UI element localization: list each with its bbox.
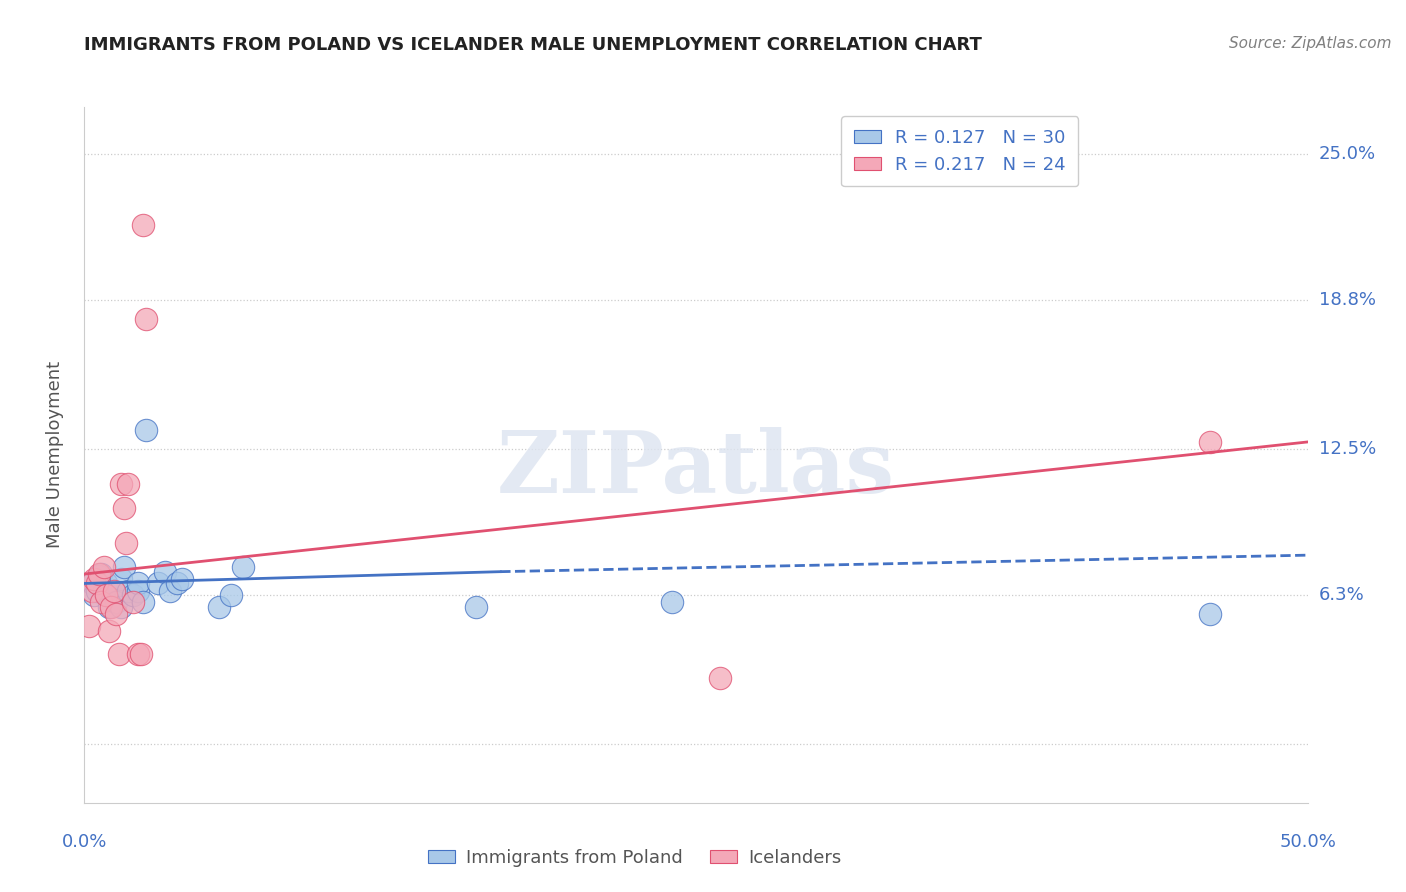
Point (103, 583, 125, 598)
Point (122, 588, 145, 602)
Text: 0.0%: 0.0% (62, 833, 107, 851)
Point (146, 576, 169, 591)
Point (127, 583, 149, 598)
Point (90, 595, 112, 609)
Point (112, 560, 135, 574)
Text: 6.3%: 6.3% (1319, 586, 1364, 604)
Point (117, 583, 139, 598)
Text: ZIPatlas: ZIPatlas (496, 427, 896, 511)
Legend: Immigrants from Poland, Icelanders: Immigrants from Poland, Icelanders (422, 841, 848, 874)
Point (166, 576, 188, 591)
Point (129, 647, 152, 661)
Point (159, 583, 181, 598)
Point (96, 588, 118, 602)
Point (80, 583, 103, 598)
Point (97, 600, 120, 615)
Point (208, 600, 231, 615)
Text: 25.0%: 25.0% (1319, 145, 1376, 163)
Point (110, 477, 132, 491)
Text: IMMIGRANTS FROM POLAND VS ICELANDER MALE UNEMPLOYMENT CORRELATION CHART: IMMIGRANTS FROM POLAND VS ICELANDER MALE… (84, 36, 983, 54)
Text: Source: ZipAtlas.com: Source: ZipAtlas.com (1229, 36, 1392, 51)
Point (86, 583, 108, 598)
Point (107, 647, 129, 661)
Point (100, 600, 122, 615)
Point (135, 312, 157, 326)
Point (110, 600, 132, 615)
Text: 18.8%: 18.8% (1319, 292, 1375, 310)
Point (172, 572, 194, 586)
Point (77, 619, 100, 633)
Point (112, 500, 135, 515)
Point (132, 595, 155, 609)
Point (105, 607, 128, 621)
Point (219, 588, 242, 602)
Text: 12.5%: 12.5% (1319, 440, 1376, 458)
Point (661, 595, 683, 609)
Point (93, 583, 115, 598)
Point (86, 576, 108, 591)
Point (90, 567, 112, 582)
Point (80, 576, 103, 591)
Point (1198, 607, 1220, 621)
Y-axis label: Male Unemployment: Male Unemployment (45, 361, 63, 549)
Point (97, 624, 120, 638)
Point (153, 565, 176, 579)
Point (105, 595, 128, 609)
Point (127, 576, 149, 591)
Point (115, 536, 138, 550)
Point (87, 569, 110, 583)
Point (122, 595, 145, 609)
Point (103, 583, 125, 598)
Point (464, 600, 486, 615)
Point (709, 671, 731, 685)
Point (87, 567, 110, 582)
Point (83, 588, 105, 602)
Point (110, 572, 132, 586)
Point (232, 560, 254, 574)
Point (1198, 434, 1220, 449)
Point (83, 572, 105, 586)
Text: 50.0%: 50.0% (1279, 833, 1336, 851)
Point (117, 477, 139, 491)
Point (127, 647, 149, 661)
Point (132, 218, 155, 232)
Point (135, 423, 157, 437)
Point (93, 560, 115, 574)
Point (96, 576, 118, 591)
